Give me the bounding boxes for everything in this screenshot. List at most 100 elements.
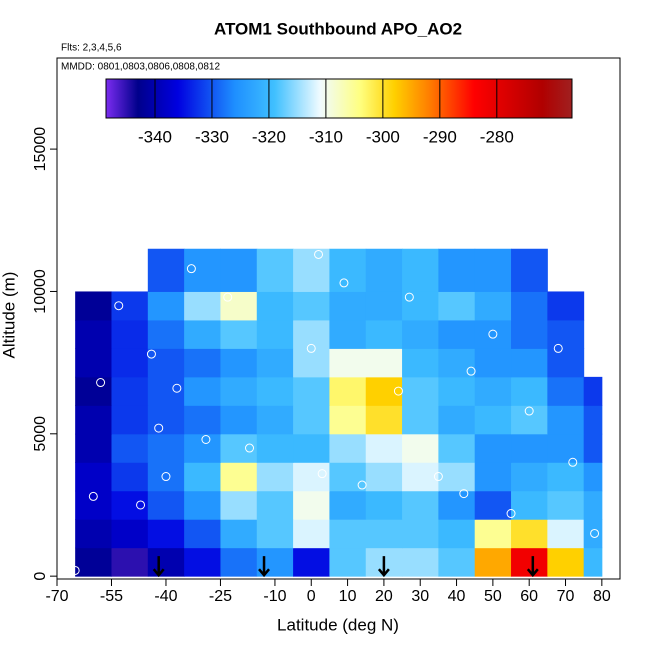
heat-cell	[365, 433, 403, 463]
y-tick-label: 5000	[32, 416, 49, 452]
flight-arrow	[526, 556, 539, 578]
arrow-shape	[258, 556, 270, 578]
heat-cell	[147, 490, 185, 520]
heat-cell	[147, 519, 185, 549]
y-tick-label: 10000	[32, 269, 49, 314]
heat-cell	[474, 490, 512, 520]
heat-cell	[293, 376, 330, 406]
heat-cell	[293, 519, 330, 549]
heat-cell	[329, 462, 367, 492]
heat-cell	[184, 490, 221, 520]
sample-point	[201, 434, 211, 444]
heat-cell	[547, 376, 585, 406]
y-tick-label: 15000	[32, 127, 49, 172]
heat-cell	[438, 248, 476, 292]
colorbar-tick-label: -300	[366, 127, 400, 146]
heat-cell	[402, 433, 439, 463]
heat-cell	[511, 405, 548, 435]
x-axis-label: Latitude (deg N)	[277, 615, 399, 634]
heat-cell	[184, 376, 221, 406]
heat-cell	[511, 462, 548, 492]
heat-cell	[547, 519, 585, 549]
sample-point	[70, 565, 80, 575]
flight-arrow	[377, 556, 390, 578]
heat-cell	[402, 519, 439, 549]
colorbar	[105, 78, 573, 119]
heat-cell	[220, 248, 258, 292]
heat-cell	[438, 490, 476, 520]
sample-point	[186, 264, 196, 274]
sample-point	[154, 423, 164, 433]
sample-point	[172, 383, 182, 393]
sample-point	[568, 457, 578, 467]
heat-cell	[474, 291, 512, 321]
heat-cell	[220, 405, 258, 435]
heat-cell	[75, 433, 112, 463]
heat-cell	[75, 348, 112, 378]
sample-point	[459, 489, 469, 499]
heat-cell	[474, 405, 512, 435]
heat-cell	[474, 348, 512, 378]
heat-cell	[184, 405, 221, 435]
plot-frame	[56, 57, 621, 580]
heat-cell	[220, 519, 258, 549]
heat-cell	[184, 319, 221, 349]
heat-cell	[365, 376, 403, 406]
sample-point	[161, 472, 171, 482]
heat-cell	[184, 248, 221, 292]
heat-cell	[438, 462, 476, 492]
heat-cell	[220, 291, 258, 321]
heat-cell	[402, 291, 439, 321]
heat-cell	[293, 490, 330, 520]
heat-cell	[474, 519, 512, 549]
heat-cell	[511, 348, 548, 378]
heat-cell	[184, 291, 221, 321]
flight-arrow	[152, 556, 165, 578]
heat-cell	[329, 547, 367, 577]
heat-cell	[256, 405, 294, 435]
heat-cell	[329, 405, 367, 435]
x-tick-label: -70	[45, 588, 68, 605]
heat-cell	[256, 291, 294, 321]
heat-cell	[111, 462, 149, 492]
heat-cell	[474, 248, 512, 292]
heat-cell	[511, 291, 548, 321]
heat-cell	[111, 433, 149, 463]
heat-cell	[220, 319, 258, 349]
heat-cell	[511, 490, 548, 520]
colorbar-tick-label: -290	[423, 127, 457, 146]
x-tick-label: 20	[375, 588, 393, 605]
heat-cell	[75, 547, 112, 577]
colorbar-tick-label: -320	[252, 127, 286, 146]
heat-cell	[256, 348, 294, 378]
heat-cell	[220, 490, 258, 520]
heat-cell	[256, 376, 294, 406]
heat-cell	[438, 405, 476, 435]
heat-cell	[293, 248, 330, 292]
heat-cell	[474, 376, 512, 406]
x-tick-label: 80	[593, 588, 611, 605]
sample-point	[306, 343, 316, 353]
heat-cell	[511, 433, 548, 463]
heat-cell	[147, 376, 185, 406]
x-tick-label: -25	[209, 588, 232, 605]
heat-cell	[184, 462, 221, 492]
sample-point	[96, 378, 106, 388]
sample-point	[314, 249, 324, 259]
heat-cell	[511, 376, 548, 406]
sample-point	[88, 491, 98, 501]
x-tick-label: -10	[263, 588, 286, 605]
heat-cell	[329, 433, 367, 463]
heat-cell	[365, 348, 403, 378]
heat-cell	[220, 376, 258, 406]
heat-cell	[329, 319, 367, 349]
heat-cell	[111, 291, 149, 321]
sample-point	[590, 528, 600, 538]
heat-cell	[75, 319, 112, 349]
arrow-shape	[526, 556, 539, 578]
sample-point	[433, 472, 443, 482]
heat-cell	[438, 376, 476, 406]
sample-point	[114, 301, 124, 311]
heat-cell	[75, 376, 112, 406]
